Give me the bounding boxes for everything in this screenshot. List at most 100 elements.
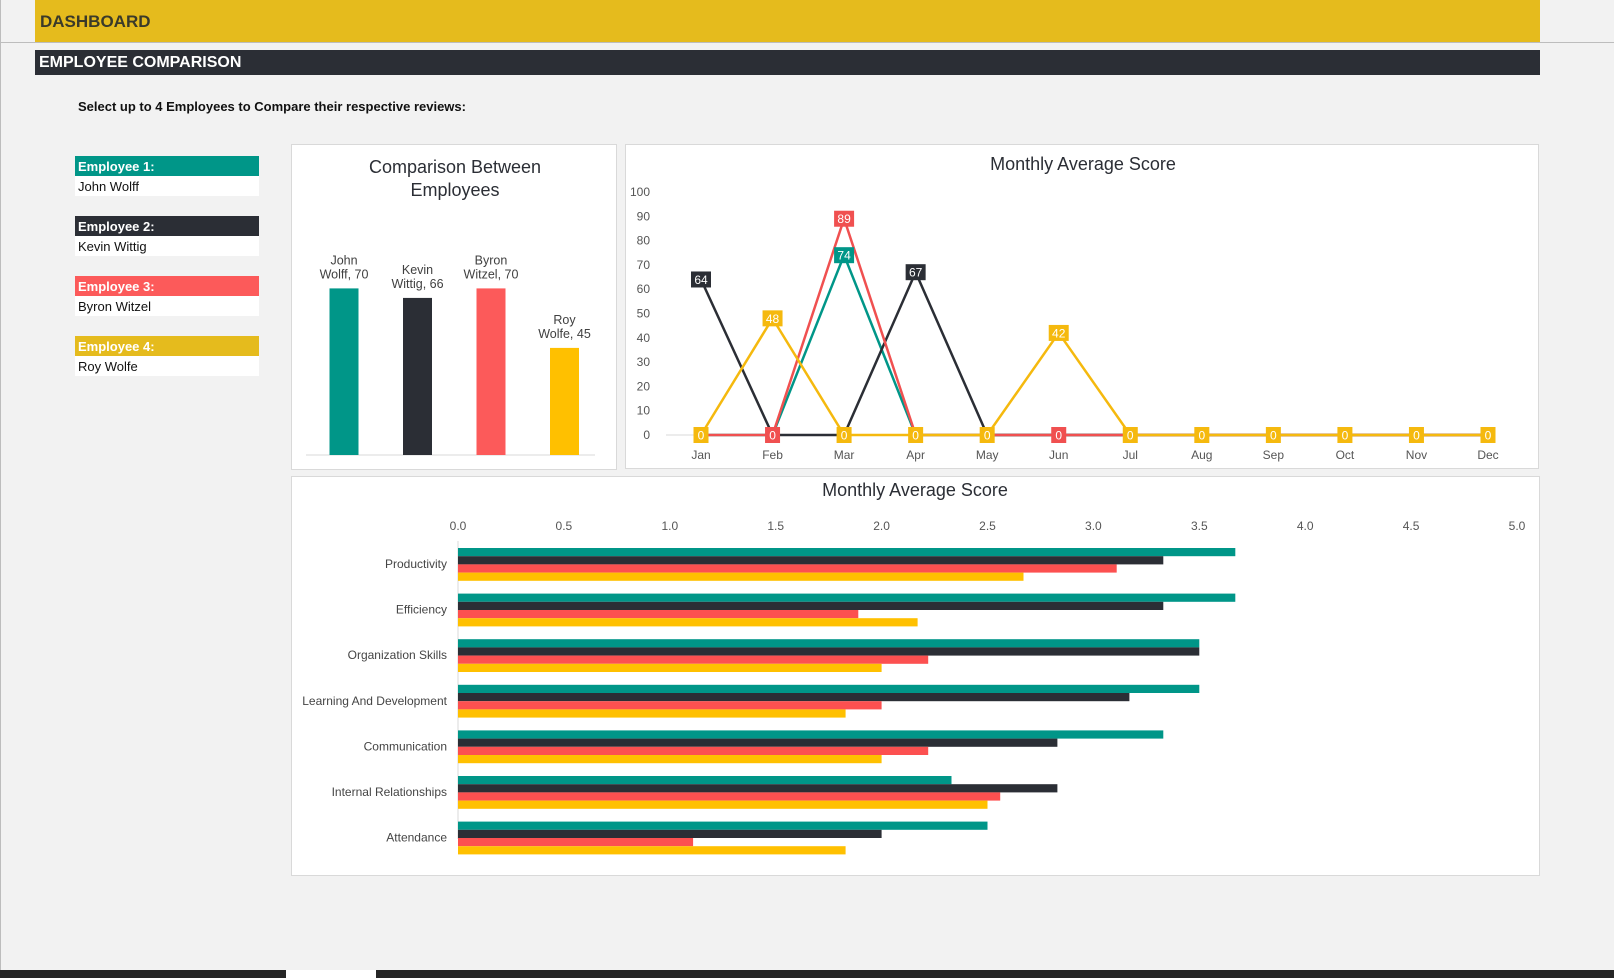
data-label: 0 <box>1270 429 1277 443</box>
bar-4 <box>458 755 882 764</box>
divider <box>0 42 1614 43</box>
data-label-box <box>834 210 855 227</box>
data-label: 0 <box>1055 429 1062 443</box>
bar-3 <box>458 792 1001 801</box>
category-label: Learning And Development <box>302 694 447 708</box>
bar-3 <box>476 288 506 455</box>
data-label-box <box>1480 427 1496 443</box>
data-label-box <box>1051 427 1067 443</box>
x-tick-label: Sep <box>1263 448 1285 462</box>
bar-1 <box>458 639 1200 648</box>
bar-1 <box>458 730 1164 739</box>
x-tick-label: 2.0 <box>873 519 890 533</box>
bar-3 <box>458 610 859 619</box>
bar-data-label: Witzel, 70 <box>464 267 519 281</box>
x-tick-label: Jun <box>1049 448 1068 462</box>
dashboard-header: DASHBOARD <box>35 0 1540 42</box>
x-tick-label: Apr <box>906 448 925 462</box>
bar-4 <box>550 347 579 455</box>
bar-data-label: Wolfe, 45 <box>538 327 591 341</box>
employee-label: Employee 2: <box>75 216 259 236</box>
data-label-box <box>762 310 783 327</box>
employee-label: Employee 3: <box>75 276 259 296</box>
x-tick-label: 0.0 <box>450 519 467 533</box>
employee-name-cell[interactable]: John Wolff <box>75 176 259 196</box>
sheet-tab-active[interactable] <box>286 970 376 978</box>
bar-2 <box>458 784 1058 793</box>
data-label: 48 <box>766 312 780 326</box>
data-label-box <box>1408 427 1424 443</box>
bar-1 <box>458 593 1236 602</box>
data-label: 64 <box>694 273 708 287</box>
employee-label: Employee 1: <box>75 156 259 176</box>
bar-3 <box>458 838 694 847</box>
data-label-box <box>905 264 926 281</box>
x-tick-label: 4.0 <box>1297 519 1314 533</box>
bar-1 <box>458 548 1236 557</box>
data-label-box <box>1048 324 1069 341</box>
employee-selector-3: Employee 3: Byron Witzel <box>75 276 259 316</box>
data-label-box <box>691 271 711 288</box>
data-label: 42 <box>1052 326 1066 340</box>
x-tick-label: Aug <box>1191 448 1212 462</box>
y-tick-label: 0 <box>643 428 650 442</box>
section-title: EMPLOYEE COMPARISON <box>35 50 1540 75</box>
data-label: 0 <box>841 429 848 443</box>
x-tick-label: May <box>976 448 999 462</box>
data-label-box <box>908 427 924 443</box>
bar-2 <box>403 297 432 455</box>
employee-name-cell[interactable]: Kevin Wittig <box>75 236 259 256</box>
monthly-line-chart-panel: Monthly Average Score 0 10 20 30 40 50 60 70 80 90… <box>625 144 1539 469</box>
data-label-box <box>765 427 781 443</box>
bar-3 <box>458 701 882 710</box>
category-label: Internal Relationships <box>332 785 447 799</box>
data-label: 0 <box>698 429 705 443</box>
bar-2 <box>458 647 1200 656</box>
employee-name-cell[interactable]: Roy Wolfe <box>75 356 259 376</box>
bar-data-label: Wittig, 66 <box>391 277 443 291</box>
bar-data-label: Roy <box>553 313 576 327</box>
monthly-line-chart: Monthly Average Score 0 10 20 30 40 50 60 70 80 90… <box>630 154 1499 462</box>
data-label-box <box>1265 427 1281 443</box>
data-label-box <box>1122 427 1138 443</box>
bar-data-label: Kevin <box>402 263 433 277</box>
y-tick-label: 40 <box>637 331 651 345</box>
bar-3 <box>458 746 929 755</box>
series-line-4 <box>699 315 1488 437</box>
bar-4 <box>458 663 882 672</box>
bar-1 <box>458 684 1200 693</box>
data-label: 0 <box>1485 429 1492 443</box>
comparison-chart-panel: Comparison Between Employees John Wolff, 70… <box>291 144 617 470</box>
x-tick-label: 0.5 <box>556 519 573 533</box>
sheet-tab-bar <box>0 970 1614 978</box>
category-label: Attendance <box>386 831 447 845</box>
x-tick-label: 1.5 <box>767 519 784 533</box>
x-tick-label: 2.5 <box>979 519 996 533</box>
chart-title: Comparison Between <box>369 157 541 177</box>
bar-2 <box>458 829 882 838</box>
chart-title: Monthly Average Score <box>990 154 1176 174</box>
bar-1 <box>458 821 988 830</box>
employee-name-cell[interactable]: Byron Witzel <box>75 296 259 316</box>
x-tick-label: 5.0 <box>1509 519 1526 533</box>
y-tick-label: 70 <box>637 258 651 272</box>
bar-data-label: Wolff, 70 <box>320 267 369 281</box>
employee-selector-2: Employee 2: Kevin Wittig <box>75 216 259 256</box>
category-label: Communication <box>364 739 447 753</box>
category-label: Efficiency <box>396 603 447 617</box>
sheet-edge <box>0 0 1 970</box>
bar-4 <box>458 800 988 809</box>
y-tick-label: 100 <box>630 185 650 199</box>
data-label-box <box>1194 427 1210 443</box>
bar-4 <box>458 709 846 718</box>
bar-4 <box>458 572 1024 581</box>
chart-title: Monthly Average Score <box>822 480 1008 500</box>
data-label: 0 <box>769 429 776 443</box>
bar-1 <box>458 776 952 785</box>
x-tick-label: Mar <box>834 448 855 462</box>
instruction-text: Select up to 4 Employees to Compare thei… <box>78 99 466 114</box>
category-label: Organization Skills <box>348 648 447 662</box>
x-tick-label: Feb <box>762 448 783 462</box>
x-tick-label: 1.0 <box>661 519 678 533</box>
